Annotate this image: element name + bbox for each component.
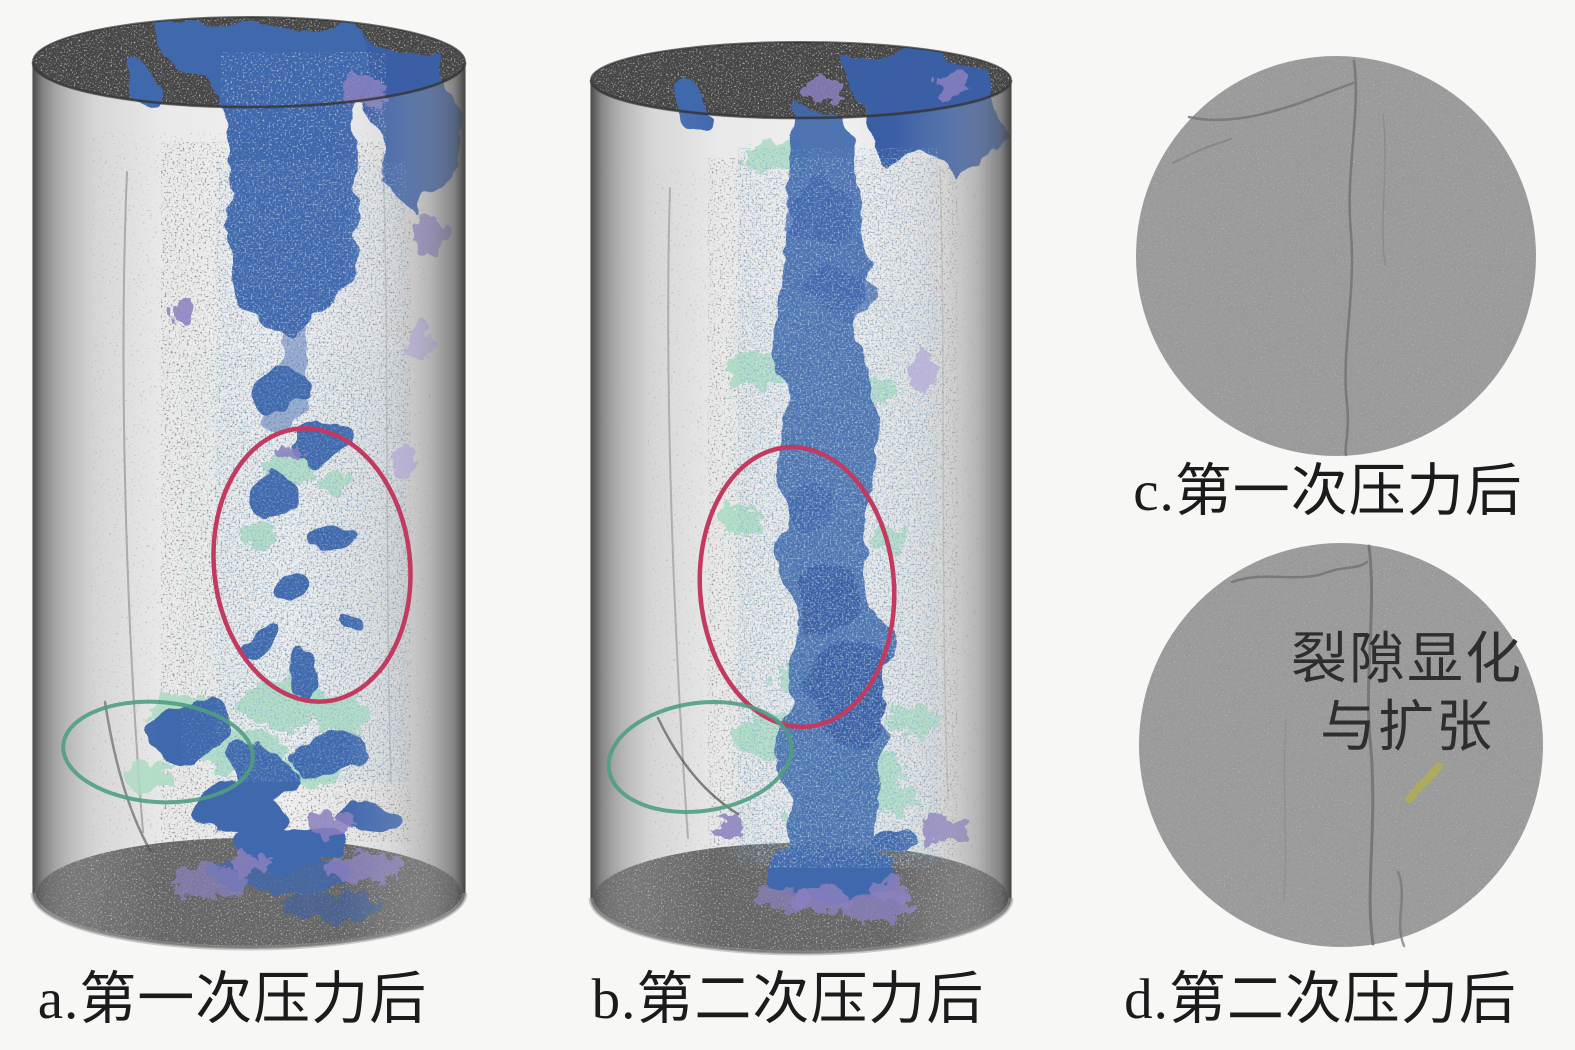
cross-section-d — [1139, 543, 1543, 948]
panel-a-caption: a.第一次压力后 — [37, 968, 428, 1031]
section-c-cracks — [1172, 59, 1386, 457]
panel-d-caption: d.第二次压力后 — [1124, 968, 1517, 1031]
green-highlight-ellipse-b — [606, 700, 794, 814]
cylinder-b-edge-shading — [591, 80, 1011, 953]
red-highlight-ellipse-b — [697, 444, 897, 730]
fracture-arrow-icon — [1405, 762, 1443, 803]
cylinder-a-edge-shading — [33, 62, 465, 948]
cross-section-c — [1136, 56, 1536, 457]
fracture-annotation-line2: 与扩张 — [1320, 697, 1494, 759]
red-highlight-ellipse-a — [211, 426, 413, 704]
cylinder-b-body — [591, 42, 1011, 953]
fracture-annotation: 裂隙显化 与扩张 — [1252, 626, 1562, 762]
green-highlight-ellipse-a — [61, 699, 255, 805]
section-c-disk — [1136, 56, 1536, 456]
section-d-cracks — [1230, 544, 1406, 948]
panel-c-caption: c.第一次压力后 — [1133, 460, 1523, 523]
section-d-disk — [1139, 543, 1543, 947]
cylinder-a-body — [33, 17, 465, 948]
fracture-annotation-line1: 裂隙显化 — [1291, 629, 1523, 691]
cylinder-a-outline — [30, 16, 468, 951]
panel-b-caption: b.第二次压力后 — [591, 968, 985, 1031]
cylinder-b-outline — [588, 41, 1014, 956]
cylinder-b-visualization — [588, 41, 1014, 956]
cylinder-a-visualization — [30, 16, 468, 951]
